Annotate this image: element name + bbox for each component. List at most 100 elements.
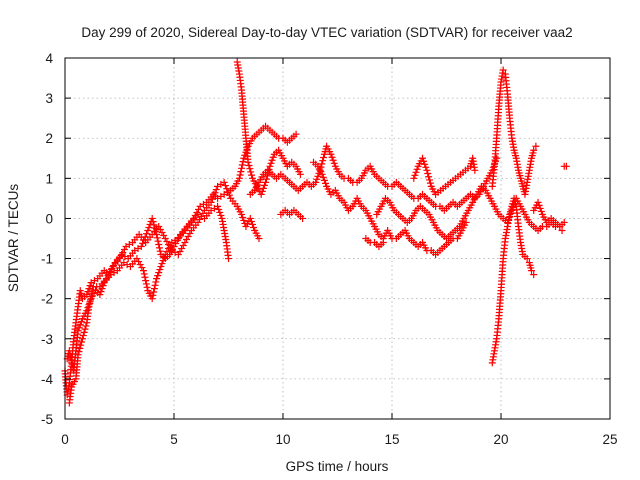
data-point (225, 191, 233, 199)
data-point (523, 255, 531, 263)
data-point (116, 255, 123, 263)
data-point (156, 225, 164, 233)
series-track-f (277, 206, 307, 222)
data-point (178, 245, 186, 253)
series-track-a (61, 122, 300, 399)
y-tick-label: 2 (45, 131, 53, 146)
data-point (210, 192, 218, 200)
data-point (556, 222, 564, 230)
data-point (140, 270, 148, 278)
data-point (139, 239, 147, 247)
data-point (153, 275, 161, 283)
data-point (158, 260, 166, 268)
data-point (80, 328, 88, 336)
data-point (149, 218, 157, 226)
series-track-m (530, 162, 570, 234)
data-point (238, 161, 246, 169)
x-tick-label: 0 (61, 432, 69, 447)
data-point (262, 175, 270, 183)
data-point (153, 234, 161, 242)
data-point (224, 188, 232, 196)
data-point (150, 285, 158, 293)
series-track-c (65, 178, 263, 407)
data-point (422, 163, 430, 171)
data-point (235, 174, 243, 182)
data-point (245, 161, 253, 169)
data-point (560, 218, 568, 226)
data-point (530, 271, 538, 279)
data-point (74, 351, 82, 359)
data-point (186, 229, 194, 237)
data-point (537, 207, 545, 215)
data-point (148, 295, 156, 303)
data-point (244, 158, 252, 166)
data-point (247, 168, 255, 176)
data-point (170, 243, 178, 251)
data-point (267, 159, 275, 167)
data-point (155, 269, 163, 277)
data-point (329, 156, 337, 164)
data-point (117, 252, 125, 260)
data-point (157, 263, 165, 271)
data-point (212, 186, 220, 194)
data-point (154, 272, 162, 280)
data-point (199, 209, 207, 217)
data-point (246, 214, 254, 222)
data-point (320, 153, 328, 161)
data-point (320, 176, 328, 184)
data-point (214, 202, 222, 210)
data-point (163, 238, 171, 246)
data-point (143, 230, 151, 238)
data-point (65, 347, 73, 355)
data-point (86, 296, 94, 304)
data-point (319, 157, 327, 165)
data-point (313, 175, 321, 183)
data-point (530, 146, 538, 154)
data-point (240, 216, 248, 224)
data-point (74, 327, 82, 335)
data-point (413, 165, 421, 173)
y-tick-label: 1 (45, 171, 53, 186)
data-point (528, 267, 536, 275)
data-point (257, 190, 265, 198)
y-tick-label: 3 (45, 91, 53, 106)
data-point (75, 348, 83, 356)
data-point (106, 269, 114, 277)
data-point (221, 182, 229, 190)
data-point (84, 288, 92, 296)
series-track-g (310, 158, 470, 259)
data-point (260, 181, 268, 189)
x-tick-label: 20 (493, 432, 508, 447)
data-point (247, 217, 255, 225)
data-point (208, 195, 216, 203)
data-point (88, 289, 96, 297)
data-point (216, 208, 224, 216)
data-point (155, 244, 163, 252)
data-point (236, 171, 244, 179)
data-point (412, 168, 420, 176)
series-track-k (488, 66, 540, 198)
data-point (137, 243, 145, 251)
data-point (220, 178, 228, 186)
data-point (239, 213, 247, 221)
x-tick-label: 10 (275, 432, 290, 447)
data-point (426, 179, 434, 187)
data-point (471, 166, 479, 174)
data-point (316, 166, 324, 174)
data-point (246, 165, 254, 173)
data-point (562, 162, 570, 170)
data-point (225, 255, 232, 263)
data-point (161, 251, 169, 259)
data-point (138, 264, 146, 272)
data-point (83, 291, 91, 299)
data-point (184, 232, 192, 240)
data-point (79, 332, 87, 340)
data-point (319, 173, 327, 181)
y-tick-label: -3 (41, 332, 53, 347)
data-point (238, 210, 246, 218)
data-point (144, 226, 152, 234)
data-point (160, 231, 168, 239)
data-point (223, 185, 231, 193)
data-point (425, 176, 433, 184)
x-tick-label: 15 (384, 432, 399, 447)
